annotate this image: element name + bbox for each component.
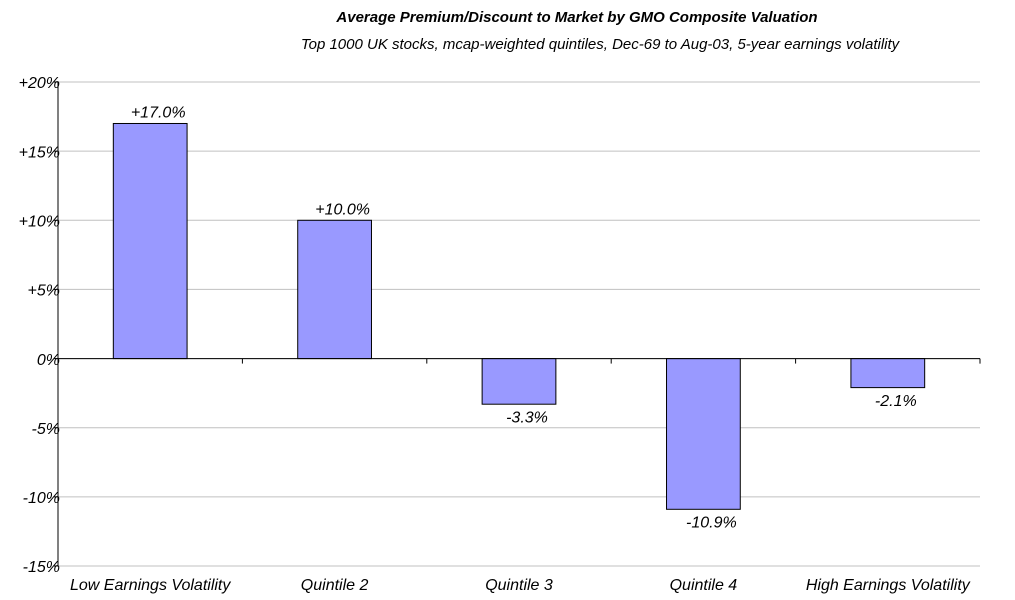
- y-tick-label: 0%: [37, 352, 60, 369]
- x-tick-label: High Earnings Volatility: [806, 577, 971, 594]
- x-tick-label: Quintile 3: [485, 577, 553, 594]
- x-tick-label: Low Earnings Volatility: [70, 577, 231, 594]
- chart-title: Average Premium/Discount to Market by GM…: [335, 9, 817, 26]
- y-tick-label: -5%: [32, 421, 60, 438]
- data-label: -3.3%: [506, 409, 548, 426]
- bar: [666, 358, 741, 510]
- bar: [481, 358, 557, 405]
- data-label: -2.1%: [875, 393, 917, 410]
- y-tick-label: +10%: [19, 214, 60, 231]
- y-tick-label: +20%: [19, 75, 60, 92]
- data-label: +10.0%: [315, 202, 370, 219]
- bar: [850, 358, 926, 389]
- x-tick-label: Quintile 4: [670, 577, 738, 594]
- bar: [112, 122, 188, 360]
- y-tick-label: +15%: [19, 144, 60, 161]
- x-tick-label: Quintile 2: [301, 577, 369, 594]
- y-tick-label: -15%: [23, 559, 60, 576]
- data-label: -10.9%: [686, 515, 737, 532]
- y-tick-label: +5%: [28, 283, 60, 300]
- y-tick-label: -10%: [23, 490, 60, 507]
- data-label: +17.0%: [131, 105, 186, 122]
- chart-subtitle: Top 1000 UK stocks, mcap-weighted quinti…: [301, 36, 901, 53]
- bar: [297, 219, 372, 360]
